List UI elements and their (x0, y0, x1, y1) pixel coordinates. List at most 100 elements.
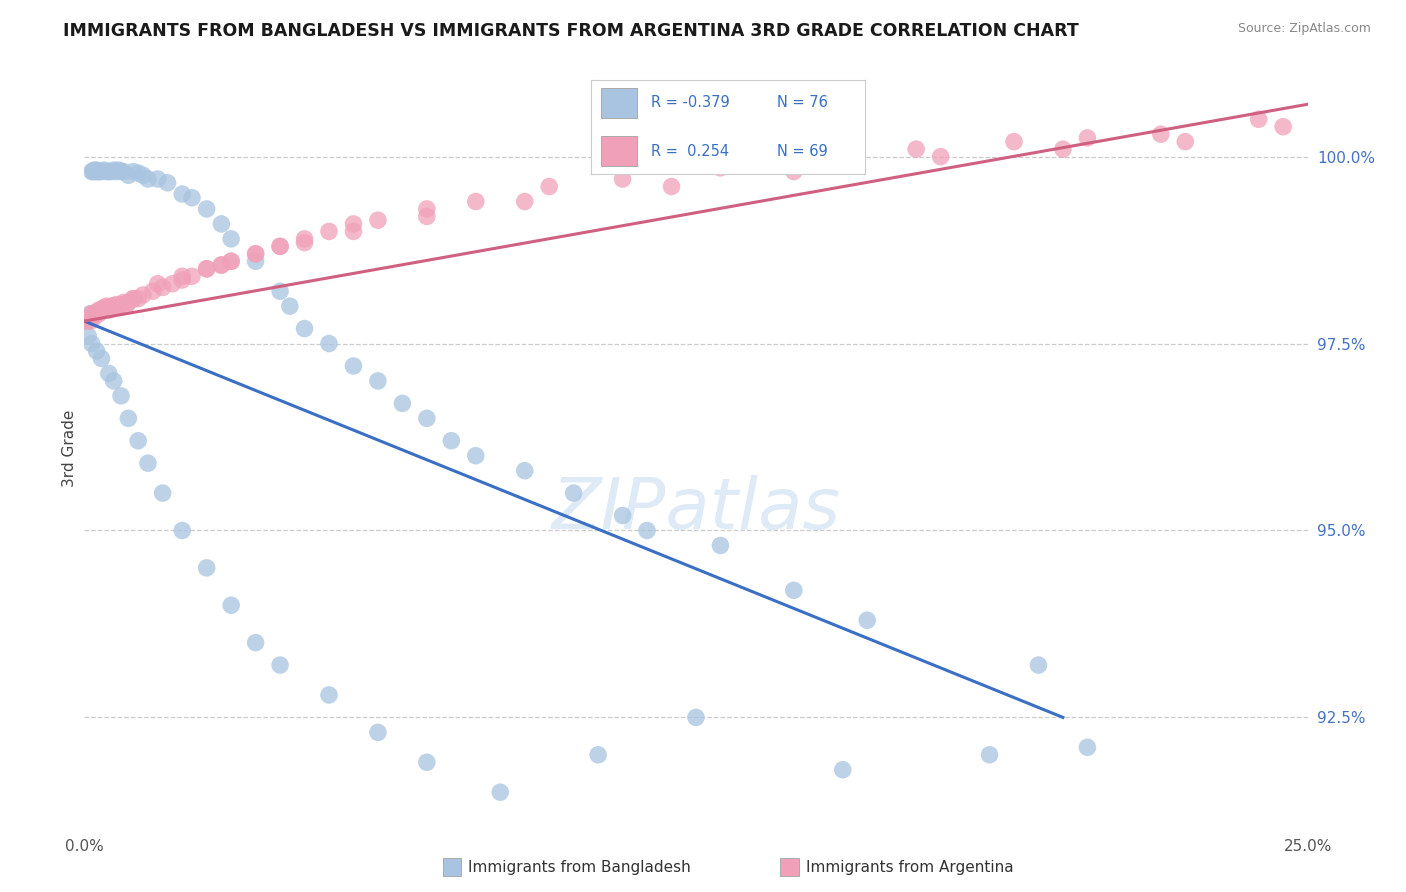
Point (77, 310, 100, 325)
Point (127, 434, 149, 448)
Point (132, 288, 155, 302)
Text: N = 76: N = 76 (778, 95, 828, 111)
Point (142, 284, 165, 298)
Point (612, 508, 634, 523)
Point (80, 336, 103, 351)
Point (318, 688, 340, 702)
Point (245, 247, 267, 261)
Point (586, 747, 609, 762)
Point (105, 298, 128, 312)
Point (90, 164, 112, 178)
Point (96, 299, 118, 313)
Point (245, 635, 267, 649)
Point (278, 299, 301, 313)
Point (464, 194, 486, 209)
Point (97, 301, 120, 315)
Point (685, 710, 707, 724)
Point (905, 142, 928, 156)
Point (100, 164, 122, 178)
Point (172, 273, 194, 287)
Point (416, 756, 439, 770)
Point (342, 224, 364, 238)
Point (391, 396, 413, 410)
Point (245, 247, 267, 261)
Point (105, 164, 128, 178)
Point (93, 301, 115, 315)
Point (107, 299, 129, 313)
Point (612, 172, 634, 186)
Point (318, 224, 340, 238)
Point (562, 486, 585, 500)
Point (269, 284, 291, 298)
Point (136, 456, 159, 470)
Point (1076, 740, 1098, 755)
Point (110, 298, 132, 312)
Point (172, 187, 194, 202)
Point (107, 163, 129, 178)
Point (107, 299, 129, 313)
Point (152, 486, 174, 500)
Point (87, 164, 110, 178)
Point (1076, 131, 1098, 145)
Point (122, 292, 145, 306)
Point (90, 302, 112, 317)
Point (195, 261, 218, 276)
Point (269, 658, 291, 673)
Point (367, 725, 389, 739)
Point (245, 254, 267, 268)
Point (127, 166, 149, 180)
Point (929, 150, 952, 164)
Text: R = -0.379: R = -0.379 (651, 95, 730, 111)
Point (661, 179, 683, 194)
Point (1174, 135, 1197, 149)
Point (152, 280, 174, 294)
Point (77, 310, 100, 325)
Point (195, 261, 218, 276)
Point (979, 747, 1001, 762)
Point (416, 210, 439, 224)
FancyBboxPatch shape (602, 136, 637, 167)
Point (172, 269, 194, 284)
Point (367, 374, 389, 388)
Point (172, 524, 194, 538)
Point (86, 305, 108, 319)
Point (79, 307, 101, 321)
Text: ZIPatlas: ZIPatlas (551, 475, 841, 544)
Point (1247, 112, 1270, 127)
Point (87, 307, 110, 321)
Point (82, 164, 104, 178)
Point (513, 464, 536, 478)
Point (117, 169, 139, 183)
Point (709, 538, 731, 552)
Point (269, 239, 291, 253)
Point (86, 163, 108, 178)
Point (195, 202, 218, 216)
Point (146, 277, 169, 291)
Point (146, 172, 169, 186)
Point (96, 164, 118, 178)
Text: N = 69: N = 69 (778, 144, 828, 159)
Point (76, 314, 98, 328)
Point (84, 164, 107, 178)
Point (87, 164, 110, 178)
Point (80, 307, 103, 321)
Point (97, 302, 120, 317)
Point (513, 194, 536, 209)
Point (209, 217, 232, 231)
Point (269, 239, 291, 253)
Point (77, 329, 100, 343)
Text: Immigrants from Bangladesh: Immigrants from Bangladesh (468, 861, 690, 875)
Point (209, 258, 232, 272)
Point (87, 302, 110, 317)
Point (342, 217, 364, 231)
Point (209, 258, 232, 272)
Point (294, 321, 316, 335)
Point (115, 299, 138, 313)
Point (367, 213, 389, 227)
Point (122, 164, 145, 178)
Point (117, 295, 139, 310)
Text: IMMIGRANTS FROM BANGLADESH VS IMMIGRANTS FROM ARGENTINA 3RD GRADE CORRELATION CH: IMMIGRANTS FROM BANGLADESH VS IMMIGRANTS… (63, 22, 1078, 40)
Point (1150, 127, 1173, 141)
FancyBboxPatch shape (602, 87, 637, 118)
Point (318, 336, 340, 351)
